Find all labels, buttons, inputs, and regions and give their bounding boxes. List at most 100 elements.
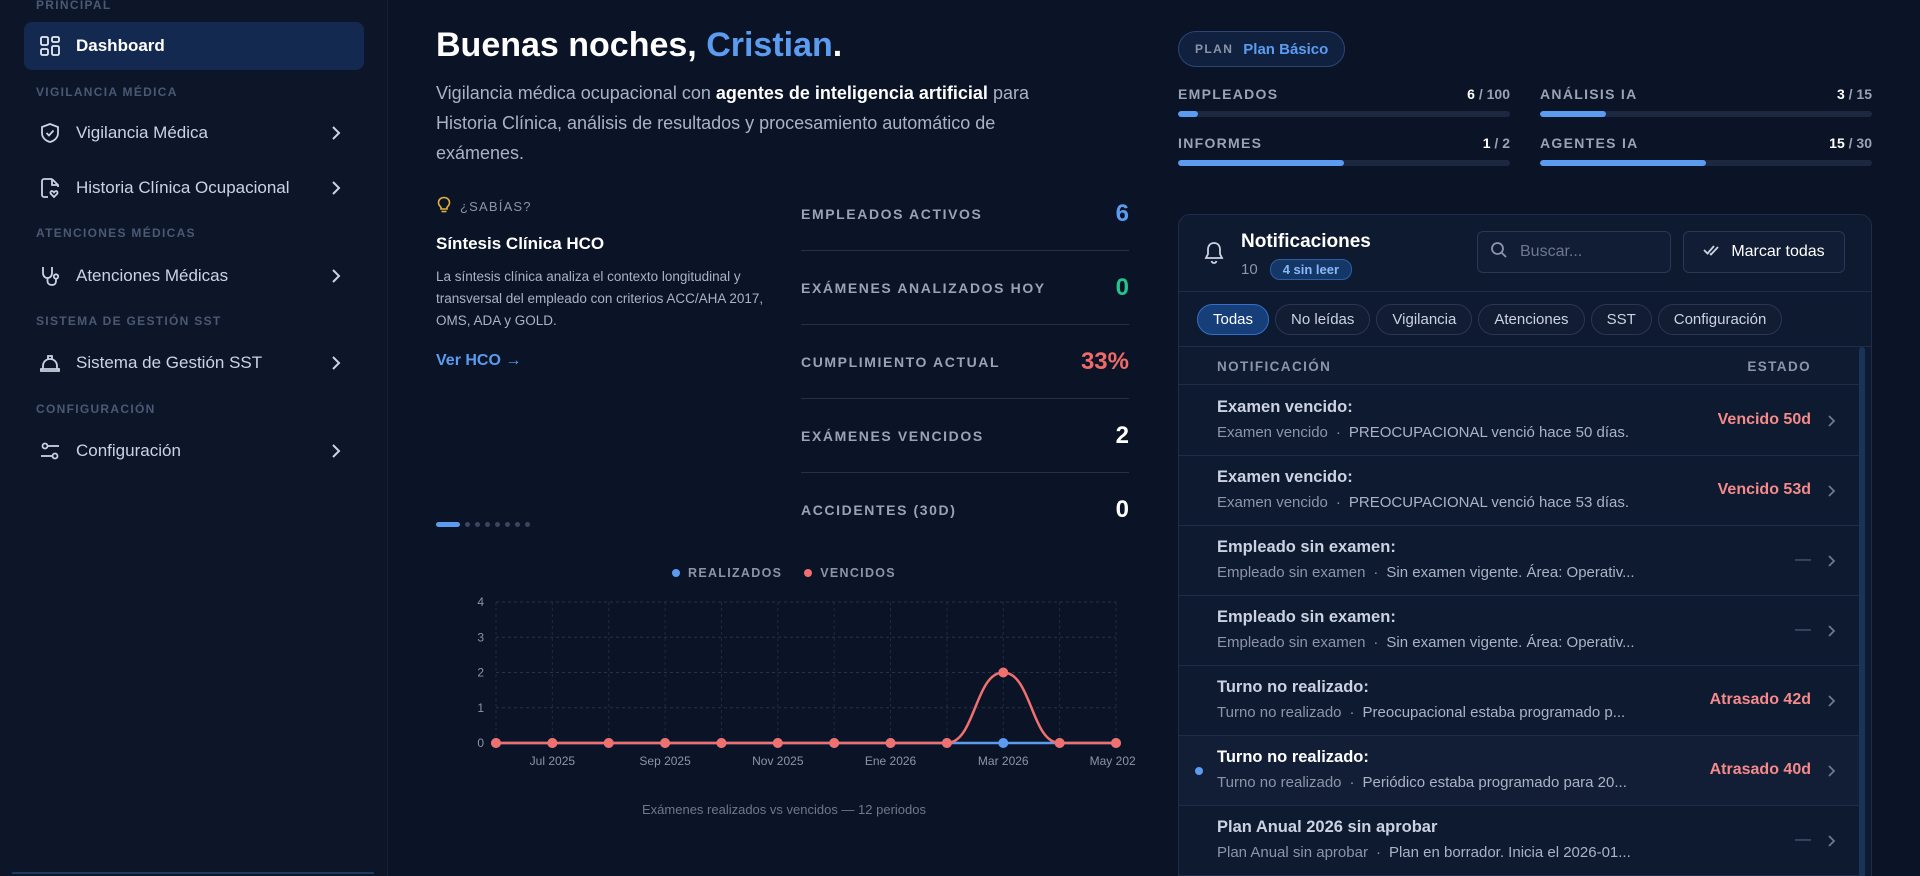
usage-bar-fill <box>1178 111 1198 117</box>
usage-used: 3 <box>1836 86 1845 102</box>
status-badge: Vencido 50d <box>1717 411 1811 428</box>
unread-badge: 4 sin leer <box>1269 259 1353 280</box>
table-row[interactable]: Plan Anual 2026 sin aprobar Plan Anual s… <box>1179 806 1859 876</box>
chevron-right-icon <box>326 123 346 148</box>
status-badge: Vencido 53d <box>1717 481 1811 498</box>
table-header: NOTIFICACIÓN ESTADO <box>1179 347 1859 385</box>
double-check-icon <box>1703 243 1721 262</box>
shield-icon <box>38 121 62 145</box>
chevron-right-icon <box>1823 413 1839 434</box>
plan-key: PLAN <box>1195 42 1234 56</box>
usage-count: 15 / 30 <box>1829 135 1872 151</box>
table-row[interactable]: Examen vencido: Examen vencido · PREOCUPAC… <box>1179 386 1859 456</box>
intro-after: para Historia Clínica, análisis de resul… <box>436 83 1029 163</box>
chevron-right-icon <box>1823 623 1839 644</box>
filter-atenciones[interactable]: Atenciones <box>1478 303 1585 335</box>
carousel-dot[interactable] <box>505 522 510 527</box>
row-type: Examen vencido <box>1217 424 1328 441</box>
filter-sst[interactable]: SST <box>1590 303 1652 335</box>
data-point-realizados <box>998 738 1009 748</box>
stat-label: EXÁMENES ANALIZADOS HOY <box>801 279 1046 296</box>
legend-label: VENCIDOS <box>820 566 896 580</box>
mark-all-label: Marcar todas <box>1731 243 1825 260</box>
scrollbar[interactable] <box>1859 347 1865 876</box>
intro-before: Vigilancia médica ocupacional con <box>436 83 716 103</box>
data-point-vencidos <box>660 738 671 748</box>
sidebar-item-dashboard[interactable]: Dashboard <box>24 22 364 70</box>
carousel-dot[interactable] <box>495 522 500 527</box>
carousel-dot[interactable] <box>436 522 460 527</box>
mark-all-read-button[interactable]: Marcar todas <box>1683 231 1845 273</box>
row-type: Empleado sin examen <box>1217 634 1366 651</box>
sidebar-item-atenciones-medicas[interactable]: Atenciones Médicas <box>24 252 364 300</box>
status-badge: Atrasado 42d <box>1709 691 1811 708</box>
grid-icon <box>38 34 62 58</box>
data-point-vencidos <box>941 738 952 748</box>
row-title: Turno no realizado: <box>1217 678 1369 696</box>
row-type: Turno no realizado <box>1217 704 1342 721</box>
table-row[interactable]: Examen vencido: Examen vencido · PREOCUPAC… <box>1179 456 1859 526</box>
sidebar-item-sistema-sst[interactable]: Sistema de Gestión SST <box>24 339 364 387</box>
legend-item-vencidos: VENCIDOS <box>804 566 896 580</box>
row-title: Examen vencido: <box>1217 398 1353 416</box>
row-detail: Preocupacional estaba programado p... <box>1362 704 1626 721</box>
search-input[interactable]: Buscar... <box>1477 231 1671 273</box>
table-row[interactable]: Turno no realizado: Turno no realizado · P… <box>1179 666 1859 736</box>
line-chart: 0 1 2 3 4 Jul 2025 Sep 2025 Nov 2025 Ene 2026 Mar… <box>477 595 1136 768</box>
column-header-estado: ESTADO <box>1747 359 1811 374</box>
stat-value: 0 <box>1115 273 1129 301</box>
filter-no-leidas[interactable]: No leídas <box>1275 303 1371 335</box>
usage-bar-fill <box>1178 160 1344 166</box>
usage-used: 1 <box>1482 135 1491 151</box>
stat-value: 6 <box>1115 199 1129 227</box>
stat-label: EMPLEADOS ACTIVOS <box>801 205 983 222</box>
ver-hco-link[interactable]: Ver HCO → <box>436 352 522 369</box>
y-tick-label: 2 <box>477 666 484 680</box>
sidebar-item-historia-clinica[interactable]: Historia Clínica Ocupacional <box>24 164 364 212</box>
carousel-dot[interactable] <box>485 522 490 527</box>
tip-kicker: ¿SABÍAS? <box>436 196 532 217</box>
y-tick-label: 1 <box>477 701 484 715</box>
plan-value: Plan Básico <box>1243 40 1329 58</box>
carousel-dot[interactable] <box>515 522 520 527</box>
row-detail: Plan en borrador. Inicia el 2026-01... <box>1388 844 1631 861</box>
usage-bar-fill <box>1540 160 1706 166</box>
filter-vigilancia[interactable]: Vigilancia <box>1376 303 1473 335</box>
carousel-dot[interactable] <box>465 522 470 527</box>
stat-value: 33% <box>1080 347 1129 375</box>
chevron-right-icon <box>326 266 346 291</box>
status-badge: — <box>1795 831 1811 848</box>
stat-value: 0 <box>1115 496 1129 523</box>
bell-icon <box>1203 241 1225 270</box>
search-icon <box>1490 241 1508 264</box>
search-placeholder: Buscar... <box>1520 243 1583 260</box>
sidebar-section-principal: PRINCIPAL <box>36 0 112 12</box>
usage-bar <box>1540 111 1872 117</box>
carousel-dot[interactable] <box>475 522 480 527</box>
chevron-right-icon <box>326 353 346 378</box>
sidebar-bottom-divider <box>12 872 374 874</box>
row-subtitle: Turno no realizado · Preocupacional estaba… <box>1217 704 1626 721</box>
row-subtitle: Plan Anual sin aprobar · Plan en borrador.… <box>1217 844 1631 861</box>
sidebar-item-vigilancia-medica[interactable]: Vigilancia Médica <box>24 109 364 157</box>
filter-todas[interactable]: Todas <box>1197 303 1270 335</box>
sidebar-item-configuracion[interactable]: Configuración <box>24 427 364 475</box>
table-row[interactable]: Empleado sin examen: Empleado sin examen… <box>1179 596 1859 666</box>
usage-agentes-ia: AGENTES IA 15 / 30 <box>1540 135 1872 166</box>
row-detail: Periódico estaba programado para 20... <box>1362 774 1627 791</box>
chevron-right-icon <box>1823 763 1839 784</box>
table-row[interactable]: Empleado sin examen: Empleado sin examen… <box>1179 526 1859 596</box>
carousel-dot[interactable] <box>525 522 530 527</box>
table-row[interactable]: Turno no realizado: Turno no realizado · P… <box>1179 736 1859 806</box>
tip-kicker-label: ¿SABÍAS? <box>460 199 532 214</box>
filter-configuracion[interactable]: Configuración <box>1657 303 1783 335</box>
data-point-vencidos <box>998 667 1009 678</box>
carousel-dots <box>436 522 530 527</box>
chevron-right-icon <box>1823 693 1839 714</box>
notifications-panel: Notificaciones 10 4 sin leer Buscar... M… <box>1178 214 1872 876</box>
sidebar-item-label: Configuración <box>76 441 181 460</box>
row-type: Plan Anual sin aprobar <box>1217 844 1368 861</box>
row-detail: PREOCUPACIONAL venció hace 53 días. <box>1348 494 1630 511</box>
usage-used: 15 <box>1829 135 1845 151</box>
usage-label: INFORMES <box>1178 135 1263 151</box>
